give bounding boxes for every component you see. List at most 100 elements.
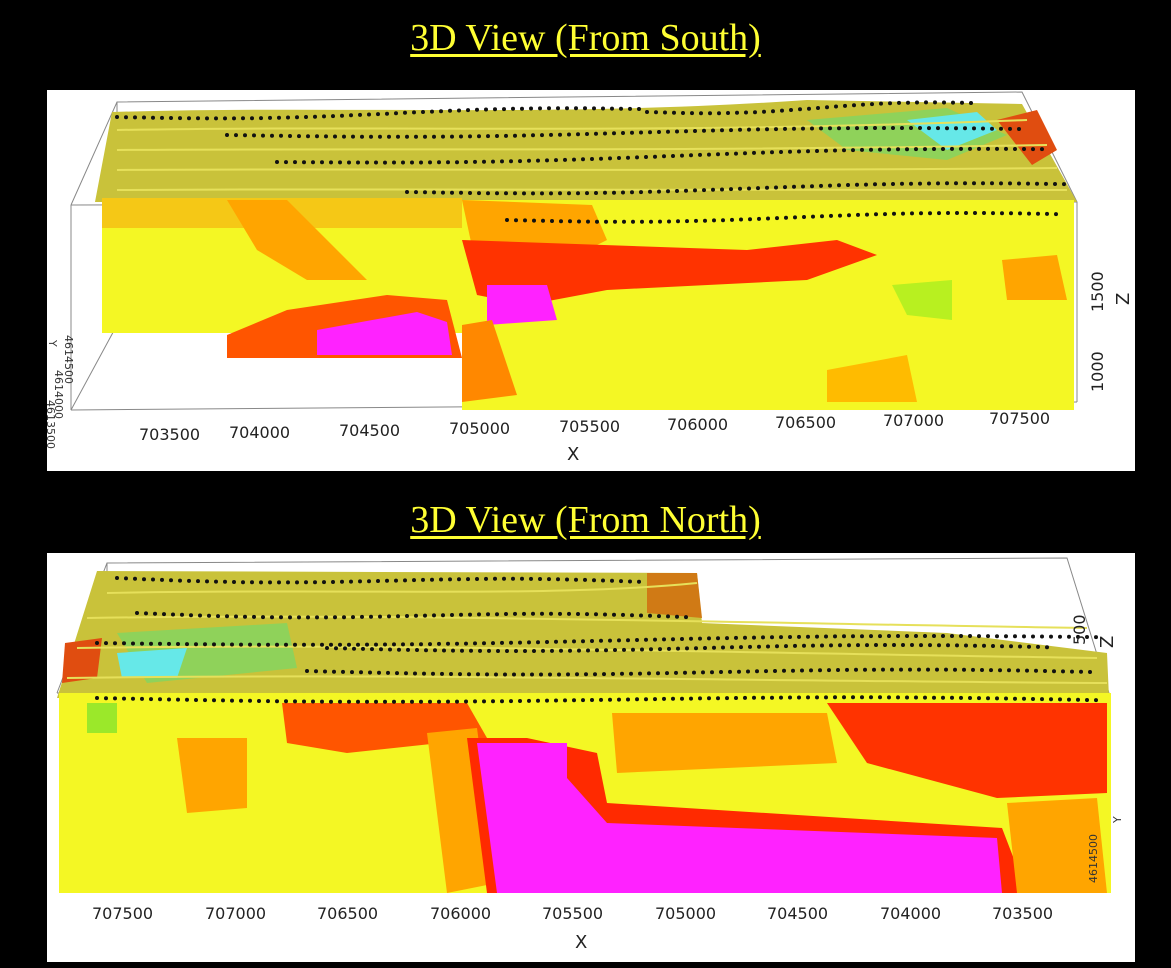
survey-point bbox=[376, 579, 380, 583]
survey-point bbox=[374, 642, 378, 647]
survey-point bbox=[860, 695, 864, 700]
survey-point bbox=[640, 219, 644, 224]
y-axis: 4614500 Y bbox=[1087, 816, 1124, 883]
survey-point bbox=[788, 635, 792, 639]
survey-point bbox=[932, 147, 936, 151]
survey-point bbox=[342, 134, 346, 139]
survey-point bbox=[252, 614, 256, 619]
survey-point bbox=[379, 647, 383, 652]
x-tick: 704000 bbox=[229, 423, 290, 442]
survey-point bbox=[860, 634, 864, 639]
survey-point bbox=[523, 649, 527, 653]
survey-point bbox=[359, 670, 363, 675]
survey-point bbox=[1008, 126, 1012, 131]
survey-point bbox=[460, 648, 464, 653]
survey-point bbox=[842, 695, 846, 700]
survey-point bbox=[637, 107, 641, 111]
survey-point bbox=[396, 614, 400, 619]
survey-point bbox=[1000, 644, 1004, 649]
survey-point bbox=[133, 115, 137, 120]
survey-point bbox=[536, 158, 540, 163]
survey-point bbox=[351, 615, 355, 620]
survey-point bbox=[347, 160, 351, 165]
survey-point bbox=[297, 615, 301, 620]
survey-point bbox=[1036, 644, 1040, 649]
survey-point bbox=[671, 696, 675, 701]
survey-point bbox=[1043, 669, 1047, 673]
survey-point bbox=[350, 670, 354, 675]
survey-point bbox=[855, 126, 859, 131]
survey-point bbox=[726, 111, 730, 115]
survey-point bbox=[135, 611, 139, 615]
survey-point bbox=[268, 580, 272, 585]
survey-point bbox=[694, 218, 698, 223]
survey-point bbox=[599, 638, 603, 643]
survey-point bbox=[1094, 698, 1098, 703]
survey-point bbox=[352, 646, 356, 651]
survey-point bbox=[581, 698, 585, 703]
survey-point bbox=[572, 157, 576, 162]
survey-point bbox=[424, 648, 428, 653]
survey-point bbox=[169, 578, 173, 583]
survey-point bbox=[178, 578, 182, 583]
survey-point bbox=[563, 157, 567, 162]
survey-point bbox=[414, 613, 418, 618]
x-tick: 706000 bbox=[667, 415, 728, 434]
survey-point bbox=[788, 695, 792, 700]
layer-lines bbox=[66, 582, 1108, 684]
survey-point bbox=[320, 160, 324, 165]
survey-point bbox=[1025, 668, 1029, 673]
survey-point bbox=[654, 110, 658, 115]
survey-point bbox=[707, 152, 711, 157]
survey-point bbox=[689, 696, 693, 701]
survey-point bbox=[586, 648, 590, 653]
survey-point bbox=[322, 580, 326, 585]
survey-point bbox=[149, 641, 153, 646]
survey-point bbox=[293, 699, 297, 704]
survey-point bbox=[207, 613, 211, 618]
z-axis-label: Z bbox=[1113, 293, 1134, 305]
survey-point bbox=[1013, 147, 1017, 151]
survey-point bbox=[565, 577, 569, 582]
survey-point bbox=[365, 642, 369, 647]
survey-point bbox=[356, 699, 360, 704]
survey-point bbox=[1004, 634, 1008, 639]
survey-point bbox=[482, 699, 486, 704]
survey-point bbox=[430, 577, 434, 582]
survey-point bbox=[331, 580, 335, 584]
survey-point bbox=[942, 100, 946, 105]
survey-point bbox=[554, 639, 558, 644]
survey-point bbox=[842, 634, 846, 639]
survey-point bbox=[861, 102, 865, 107]
survey-point bbox=[430, 109, 434, 114]
survey-point bbox=[421, 110, 425, 114]
survey-point bbox=[761, 150, 765, 155]
survey-point bbox=[869, 147, 873, 152]
survey-point bbox=[250, 116, 254, 121]
survey-point bbox=[151, 577, 155, 582]
survey-point bbox=[509, 640, 513, 645]
survey-point bbox=[558, 132, 562, 137]
survey-point bbox=[694, 646, 698, 651]
survey-point bbox=[548, 672, 552, 677]
survey-point bbox=[243, 614, 247, 619]
east-orange-zone-4 bbox=[827, 355, 917, 402]
survey-point bbox=[995, 146, 999, 151]
survey-point bbox=[370, 647, 374, 652]
survey-point bbox=[829, 643, 833, 648]
survey-point bbox=[485, 672, 489, 677]
survey-point bbox=[730, 217, 734, 222]
survey-point bbox=[305, 669, 309, 673]
survey-point bbox=[739, 645, 743, 650]
survey-point bbox=[716, 636, 720, 641]
survey-point bbox=[626, 697, 630, 702]
survey-point bbox=[234, 133, 238, 138]
survey-point bbox=[630, 613, 634, 618]
survey-point bbox=[387, 134, 391, 139]
survey-point bbox=[369, 134, 373, 139]
survey-point bbox=[441, 134, 445, 139]
survey-point bbox=[594, 612, 598, 617]
survey-point bbox=[410, 642, 414, 647]
survey-point bbox=[918, 181, 922, 186]
survey-point bbox=[432, 190, 436, 195]
